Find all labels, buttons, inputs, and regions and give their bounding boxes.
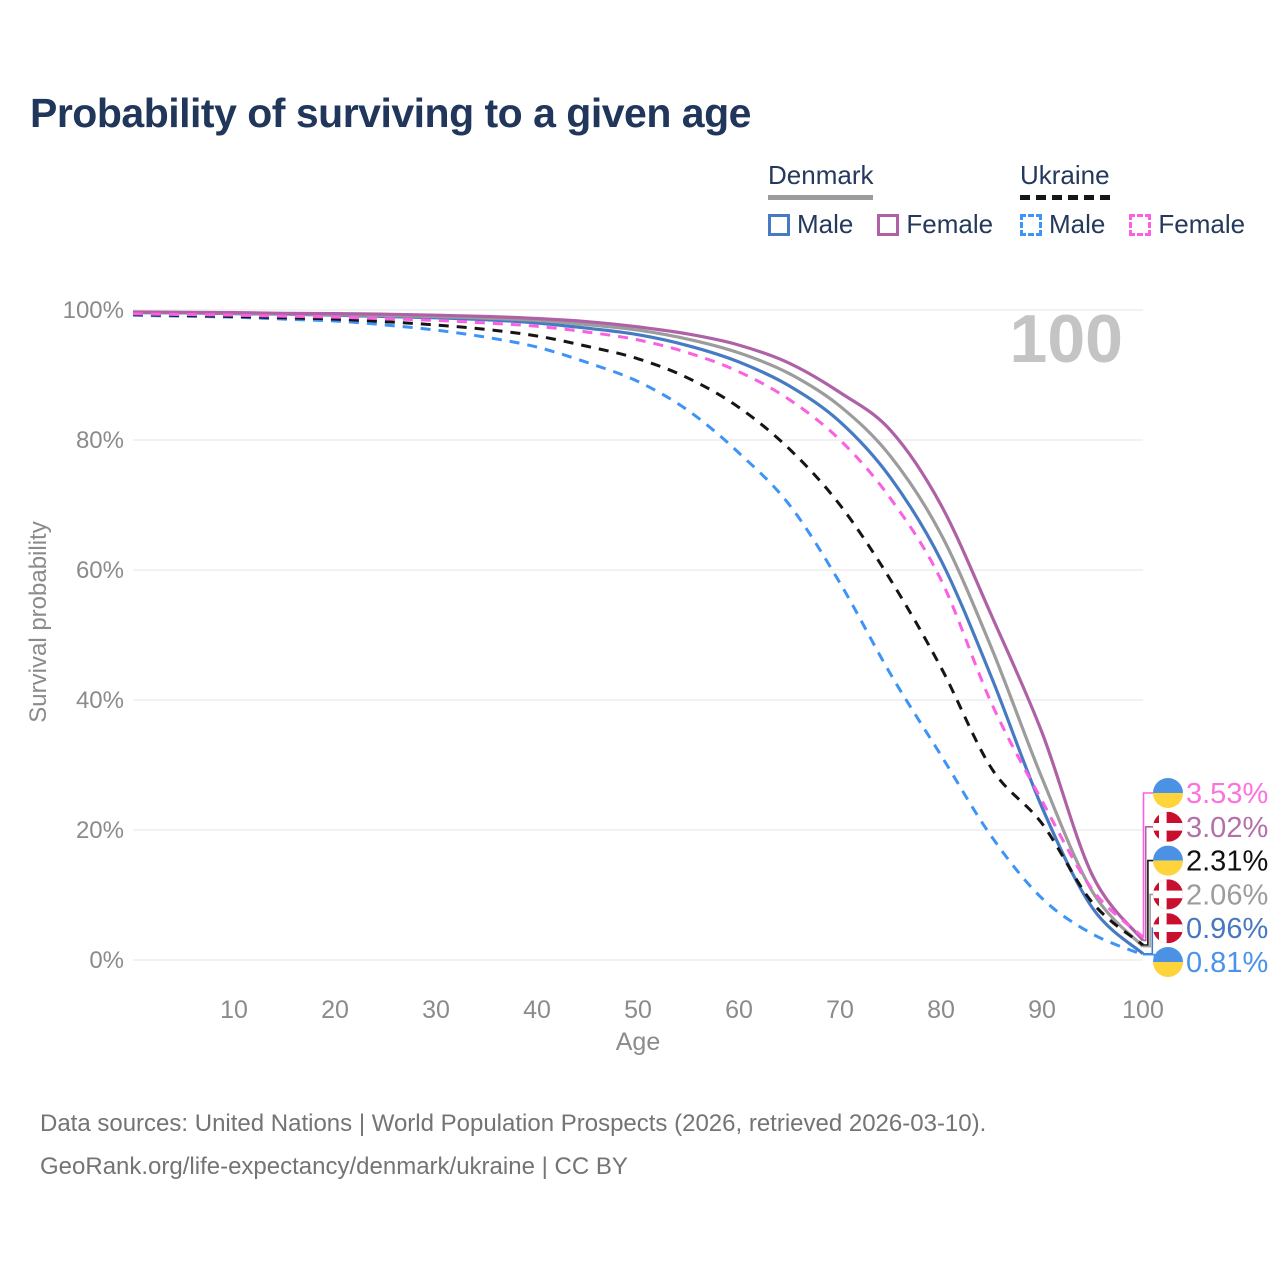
x-tick-label: 90 <box>1028 996 1056 1024</box>
legend-item-denmark-male: Male <box>768 209 853 240</box>
y-tick-label: 80% <box>76 427 124 454</box>
end-label-denmark-male: 0.96% <box>1153 913 1268 945</box>
label-connector-ukraine-male <box>1143 953 1156 963</box>
age-watermark: 100 <box>1010 301 1123 377</box>
end-label-denmark-female: 3.02% <box>1153 811 1268 844</box>
label-connector-denmark-female <box>1143 826 1154 942</box>
series-line-denmark-both-sexes <box>132 310 1145 948</box>
x-tick-label: 50 <box>624 996 652 1024</box>
series-line-denmark-male <box>132 311 1145 956</box>
y-axis-title: Survival probability <box>25 521 52 722</box>
legend-item-denmark-female: Female <box>877 209 993 240</box>
attribution-line: GeoRank.org/life-expectancy/denmark/ukra… <box>40 1153 628 1180</box>
denmark-flag-icon <box>1153 879 1183 910</box>
x-tick-label: 80 <box>927 996 955 1024</box>
denmark-flag-icon <box>1153 913 1183 944</box>
denmark-female-swatch-icon <box>877 213 900 236</box>
legend-group-ukraine: Ukraine Male Female <box>1020 160 1245 240</box>
end-label-ukraine-both-sexes: 2.31% <box>1153 845 1268 878</box>
ukraine-flag-icon <box>1153 778 1183 808</box>
label-connector-ukraine-female <box>1142 792 1154 938</box>
legend-group-denmark: Denmark Male Female <box>768 160 993 240</box>
series-line-denmark-female <box>132 310 1145 942</box>
y-tick-label: 40% <box>76 687 124 714</box>
x-tick-label: 40 <box>523 996 551 1024</box>
denmark-flag-icon <box>1153 811 1183 842</box>
legend-item-label: Female <box>1158 209 1246 239</box>
x-axis-title: Age <box>616 1028 660 1056</box>
end-label-ukraine-female: 3.53% <box>1153 778 1268 810</box>
x-tick-label: 100 <box>1122 996 1164 1024</box>
y-tick-label: 100% <box>63 297 124 324</box>
footer: Data sources: United Nations | World Pop… <box>40 1102 986 1188</box>
label-connector-ukraine-both-sexes <box>1143 859 1154 946</box>
series-line-ukraine-male <box>132 313 1144 957</box>
series-line-ukraine-both-sexes <box>132 313 1144 947</box>
legend-item-label: Male <box>1049 209 1106 239</box>
end-label-value: 0.81% <box>1186 947 1268 979</box>
label-connector-denmark-both-sexes <box>1143 893 1154 948</box>
series-line-ukraine-female <box>132 312 1145 939</box>
denmark-male-swatch-icon <box>768 213 790 236</box>
ukraine-flag-icon <box>1153 947 1183 977</box>
data-source-line: Data sources: United Nations | World Pop… <box>40 1110 987 1137</box>
end-label-ukraine-male: 0.81% <box>1153 947 1268 979</box>
end-label-value: 2.06% <box>1186 879 1268 911</box>
ukraine-flag-icon <box>1153 845 1183 876</box>
legend-item-ukraine-female: Female <box>1129 209 1245 240</box>
end-label-value: 0.96% <box>1186 913 1268 945</box>
ukraine-male-swatch-icon <box>1020 213 1042 236</box>
x-tick-label: 20 <box>321 996 349 1024</box>
end-label-denmark-both-sexes: 2.06% <box>1153 879 1268 911</box>
x-tick-label: 30 <box>422 996 450 1024</box>
x-tick-label: 10 <box>220 996 248 1024</box>
x-tick-label: 70 <box>826 996 854 1024</box>
end-label-value: 3.53% <box>1186 778 1268 810</box>
end-label-value: 2.31% <box>1186 846 1268 878</box>
y-tick-label: 60% <box>76 557 124 584</box>
legend-group-ukraine-title: Ukraine <box>1020 160 1110 200</box>
ukraine-female-swatch-icon <box>1129 213 1152 236</box>
legend-item-label: Male <box>797 209 854 239</box>
x-tick-label: 60 <box>725 996 753 1024</box>
y-tick-label: 20% <box>76 817 124 844</box>
end-label-value: 3.02% <box>1186 812 1268 844</box>
legend-item-label: Female <box>906 209 994 239</box>
legend-group-denmark-title: Denmark <box>768 160 874 200</box>
legend-item-ukraine-male: Male <box>1020 209 1105 240</box>
page-title: Probability of surviving to a given age <box>30 90 751 136</box>
y-tick-label: 0% <box>89 947 124 974</box>
